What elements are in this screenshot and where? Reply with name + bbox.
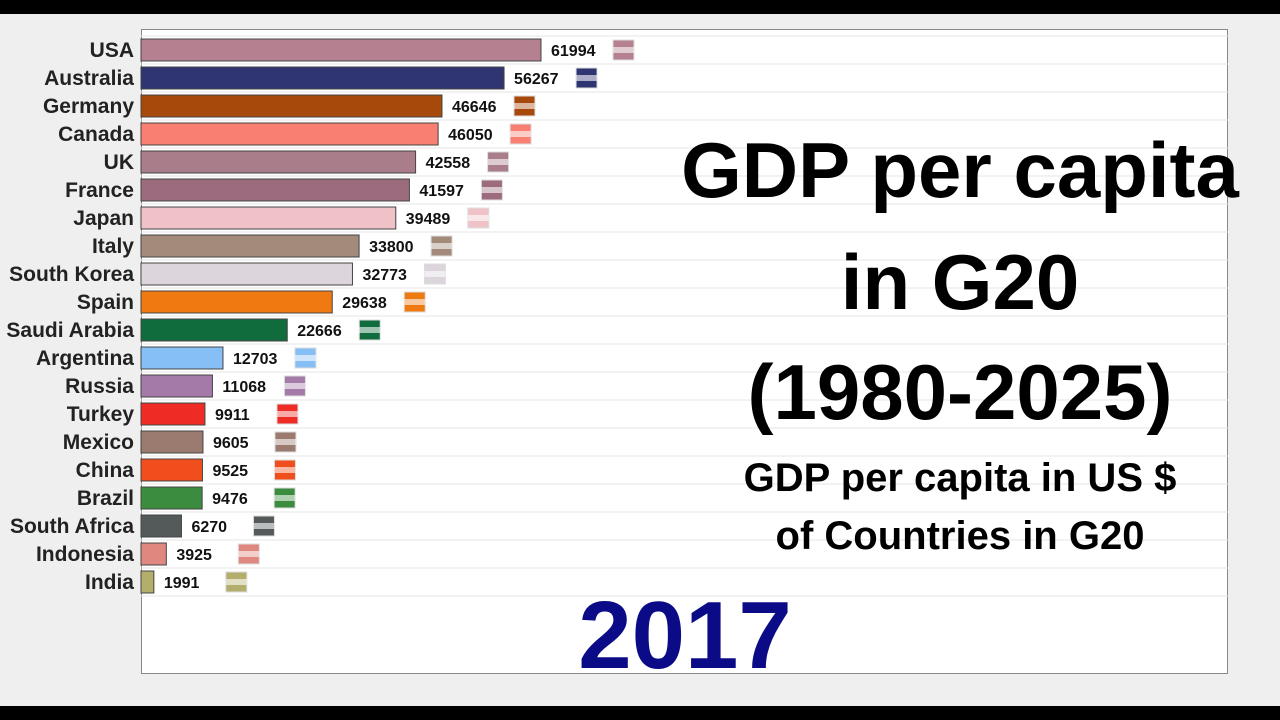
category-label: Indonesia [36, 543, 134, 566]
year-label: 2017 [578, 582, 792, 689]
bar-india [140, 570, 155, 594]
flag-stripe [294, 355, 316, 361]
value-label: 46050 [448, 127, 493, 144]
flag-stripe [513, 103, 535, 109]
bar-italy [140, 234, 360, 258]
bottom-letterbox [0, 706, 1280, 720]
flag-stripe [613, 47, 634, 53]
bar-mexico [140, 430, 204, 454]
value-label: 12703 [233, 351, 278, 368]
value-label: 9476 [212, 491, 248, 508]
flag-stripe [487, 159, 509, 165]
bar-china [140, 458, 203, 482]
flag-stripe [274, 439, 296, 445]
flag-stripe [424, 271, 446, 277]
value-label: 56267 [514, 71, 559, 88]
category-label: Brazil [77, 487, 134, 510]
flag-stripe [404, 299, 426, 305]
category-label: UK [104, 151, 134, 174]
value-label: 41597 [419, 183, 464, 200]
category-label: Canada [58, 123, 134, 146]
flag-stripe [576, 75, 598, 81]
value-label: 6270 [191, 519, 227, 536]
flag-stripe [274, 495, 296, 501]
chart-period: (1980-2025) [747, 348, 1173, 436]
bar-japan [140, 206, 397, 230]
category-label: Russia [65, 375, 134, 398]
category-label: Spain [77, 291, 134, 314]
bar-usa [140, 38, 542, 62]
bar-russia [140, 374, 213, 398]
category-label: India [85, 571, 134, 594]
bar-france [140, 178, 410, 202]
category-label: Italy [92, 235, 134, 258]
category-label: China [76, 459, 135, 482]
value-label: 32773 [362, 267, 407, 284]
bar-turkey [140, 402, 206, 426]
flag-stripe [467, 215, 489, 221]
flag-stripe [510, 131, 532, 137]
category-label: France [65, 179, 134, 202]
value-label: 11068 [222, 379, 266, 396]
flag-stripe [481, 187, 503, 193]
top-letterbox [0, 0, 1280, 14]
category-label: Argentina [36, 347, 134, 370]
category-label: Japan [73, 207, 134, 230]
value-label: 39489 [406, 211, 451, 228]
value-label: 46646 [452, 99, 497, 116]
category-label: Mexico [63, 431, 134, 454]
chart-subtitle-2: of Countries in G20 [775, 514, 1145, 558]
value-label: 3925 [176, 547, 212, 564]
bar-germany [140, 94, 443, 118]
bar-south-korea [140, 262, 353, 286]
category-label: USA [90, 39, 134, 62]
value-label: 9605 [213, 435, 249, 452]
category-label: South Korea [9, 263, 134, 286]
category-label: Turkey [67, 403, 135, 426]
chart-title-line2: in G20 [840, 238, 1080, 326]
value-label: 9911 [215, 407, 250, 424]
bar-argentina [140, 346, 224, 370]
chart-title: GDP per capita [681, 126, 1239, 214]
flag-stripe [225, 579, 247, 585]
category-label: South Africa [10, 515, 134, 538]
category-label: Saudi Arabia [6, 319, 134, 342]
flag-stripe [276, 411, 298, 417]
value-label: 29638 [342, 295, 387, 312]
category-label: Australia [44, 67, 134, 90]
bar-uk [140, 150, 417, 174]
flag-stripe [359, 327, 381, 333]
value-label: 22666 [297, 323, 342, 340]
bar-australia [140, 66, 505, 90]
value-label: 42558 [426, 155, 471, 172]
bar-brazil [140, 486, 203, 510]
flag-stripe [284, 383, 306, 389]
flag-stripe [274, 467, 296, 473]
flag-stripe [431, 243, 453, 249]
value-label: 61994 [551, 43, 596, 60]
flag-stripe [253, 523, 275, 529]
bar-indonesia [140, 542, 167, 566]
bar-south-africa [140, 514, 182, 538]
value-label: 33800 [369, 239, 414, 256]
chart-subtitle-1: GDP per capita in US $ [743, 456, 1177, 500]
value-label: 9525 [212, 463, 248, 480]
bar-canada [140, 122, 439, 146]
bar-saudi-arabia [140, 318, 288, 342]
category-label: Germany [43, 95, 134, 118]
bar-spain [140, 290, 333, 314]
value-label: 1991 [164, 575, 200, 592]
flag-stripe [238, 551, 260, 557]
